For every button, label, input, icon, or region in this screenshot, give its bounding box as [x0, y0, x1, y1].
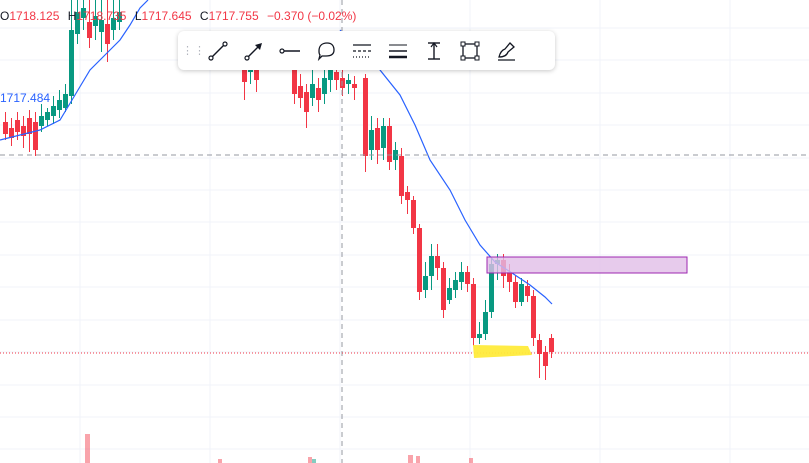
candle-body — [453, 280, 458, 290]
candle-body — [21, 126, 26, 136]
candle-body — [27, 118, 32, 134]
candle-body — [405, 192, 410, 200]
candle-body — [531, 296, 536, 338]
candle-body — [519, 284, 524, 302]
candle-body — [254, 66, 259, 80]
volume-bar — [416, 456, 420, 463]
candle-body — [57, 100, 62, 110]
line-style-icon[interactable] — [344, 36, 380, 66]
volume-bar — [312, 459, 316, 463]
candle-body — [471, 284, 476, 338]
drawing-toolbar: ⋮⋮ — [178, 31, 555, 70]
candle-body — [375, 128, 380, 150]
candle-body — [75, 12, 80, 34]
moving-average-line — [0, 0, 553, 305]
candle-body — [69, 30, 74, 96]
candle-body — [304, 92, 309, 112]
ma-value-label: 1717.484 — [0, 91, 51, 105]
candle-body — [298, 86, 303, 98]
candle-body — [105, 24, 110, 44]
candle-body — [346, 80, 351, 84]
supply-zone-rectangle — [486, 256, 688, 274]
candle-body — [423, 276, 428, 290]
candle-body — [537, 340, 542, 354]
candle-body — [483, 312, 488, 334]
candle-body — [411, 200, 416, 228]
close-key: C — [199, 9, 209, 23]
candle-body — [310, 84, 315, 98]
candle-body — [513, 282, 518, 302]
arrow-icon[interactable] — [236, 36, 272, 66]
candle-body — [322, 78, 327, 94]
candle-body — [447, 288, 452, 300]
low-value: 1717.645 — [141, 9, 192, 23]
candle-body — [417, 228, 422, 292]
candle-body — [81, 8, 86, 18]
candle-body — [9, 128, 14, 138]
candle-body — [39, 116, 44, 126]
candle-body — [111, 18, 116, 30]
candle-body — [87, 22, 92, 38]
candle-body — [369, 130, 374, 150]
candle-body — [477, 334, 482, 338]
line-width-icon[interactable] — [380, 36, 416, 66]
candle-body — [435, 256, 440, 268]
candle-body — [399, 156, 404, 196]
candle-body — [334, 72, 339, 80]
candle-body — [99, 20, 104, 32]
open-value: 1718.125 — [9, 9, 60, 23]
close-value: 1717.755 — [208, 9, 259, 23]
candle-body — [543, 352, 548, 366]
candle-body — [51, 106, 56, 116]
horizontal-ray-icon[interactable] — [272, 36, 308, 66]
candle-body — [15, 120, 20, 132]
candle-body — [93, 16, 98, 26]
volume-bar — [408, 455, 413, 463]
drag-handle-icon[interactable]: ⋮⋮ — [182, 44, 206, 57]
candle-body — [381, 126, 386, 148]
candle-body — [363, 78, 368, 156]
brush-icon[interactable] — [488, 36, 524, 66]
candle-body — [328, 70, 333, 80]
price-range-icon[interactable] — [416, 36, 452, 66]
candle-body — [459, 272, 464, 282]
callout-icon[interactable] — [308, 36, 344, 66]
candle-body — [525, 286, 530, 296]
change-value: −0.370 (−0.02%) — [267, 9, 357, 23]
low-key: L — [134, 9, 142, 23]
volume-bar — [85, 434, 90, 463]
candle-body — [352, 84, 357, 88]
candle-body — [393, 150, 398, 160]
candle-body — [489, 264, 494, 312]
high-key: H — [67, 9, 77, 23]
select-rectangle-icon[interactable] — [452, 36, 488, 66]
ohlc-legend: O1718.125 H1718.735 L1717.645 C1717.755 … — [0, 9, 361, 23]
candle-body — [3, 122, 8, 134]
volume-bar — [308, 457, 312, 463]
candle-body — [63, 94, 68, 108]
candle-body — [117, 12, 122, 22]
candle-body — [33, 122, 38, 150]
trend-line-icon[interactable] — [200, 36, 236, 66]
candle-body — [429, 256, 434, 276]
candle-body — [242, 66, 247, 82]
volume-bar — [469, 458, 473, 463]
yellow-highlight-mark — [473, 345, 532, 358]
candle-body — [45, 112, 50, 120]
volume-bar — [218, 459, 222, 463]
candle-body — [441, 268, 446, 310]
candle-body — [292, 70, 297, 94]
high-value: 1718.735 — [76, 9, 127, 23]
candle-body — [549, 338, 554, 352]
open-key: O — [0, 9, 10, 23]
candle-body — [387, 126, 392, 162]
candle-body — [507, 272, 512, 282]
candle-body — [465, 272, 470, 284]
candle-body — [316, 88, 321, 100]
